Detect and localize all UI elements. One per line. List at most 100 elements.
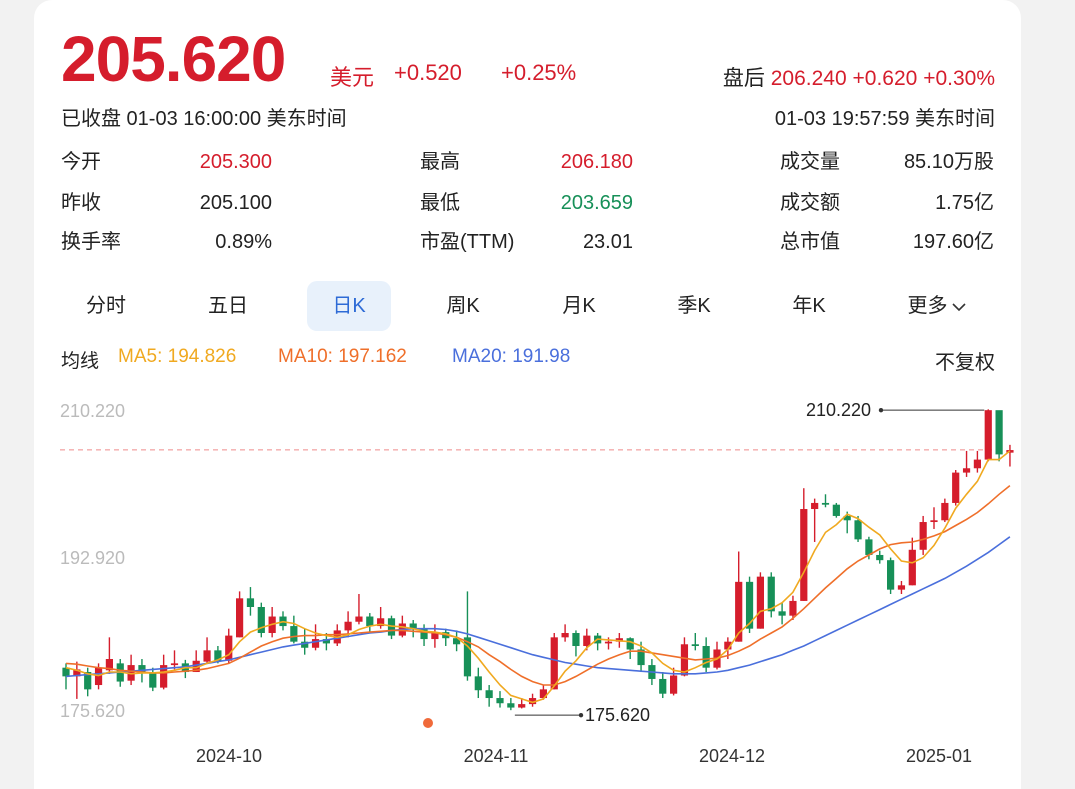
kline-chart[interactable]: 210.220 192.920 175.620 210.220 175.620 2024-… [34,0,1021,789]
y-tick-label: 192.920 [60,548,125,568]
candle-body [485,690,493,699]
price-change: +0.520 [394,60,462,85]
stat-value: 1.75亿 [935,192,994,214]
tab-5[interactable]: 季K [652,281,736,331]
price-change-pct: +0.25% [501,60,577,85]
candle-body [311,639,320,648]
candle-body [756,576,764,629]
candle-body [301,641,309,648]
stat-label: 最高 [420,151,460,173]
ma10-value: MA10: 197.162 [278,346,407,367]
event-marker-dot [423,718,433,728]
x-tick-label: 2024-12 [699,746,765,766]
candle-body [463,637,472,677]
x-tick-label: 2025-01 [906,746,972,766]
candle-body [377,618,385,627]
candle-body [691,644,699,647]
candle-body [192,660,200,673]
candle-body [680,644,689,676]
min-label: 175.620 [585,705,650,725]
candle-body [73,669,81,677]
stat-value: 205.100 [199,192,272,214]
candle-body [952,472,960,503]
candle-body [962,468,971,473]
stat-label: 昨收 [61,192,101,214]
tab-label: 五日 [208,295,248,317]
candle-body [214,650,222,661]
candle-body [290,626,298,642]
candle-body [366,616,374,627]
tab-4[interactable]: 月K [537,281,621,331]
ma20-line [65,536,1011,678]
candle-body [908,549,916,586]
period-tabs: 分时 五日 日K 周K 月K 季K 年K 更多 [51,281,1006,331]
ma5-value: MA5: 194.826 [118,346,237,367]
candle-body [670,675,678,694]
candle-body [832,504,840,516]
stat-label: 成交额 [780,192,840,214]
y-tick-label: 175.620 [60,701,125,721]
candle-body [322,639,330,644]
candle-body [474,676,482,691]
stat-label: 总市值 [780,231,840,253]
candle-body [778,611,786,616]
candle-body [865,539,873,555]
x-tick-label: 2024-11 [464,746,529,766]
stat-value: 0.89% [215,231,272,253]
candle-body [496,698,504,704]
candle-body [876,554,884,561]
candle-body [604,641,613,644]
candle-body [507,703,515,708]
candle-body [973,459,981,469]
after-hours-quote: 盘后 206.240 +0.620 +0.30% [723,62,995,92]
candle-body [995,410,1003,455]
tab-label: 周K [446,295,480,317]
tab-label: 更多 [907,295,948,317]
candle-body [257,606,265,634]
candle-body [344,621,352,631]
candle-body [355,616,363,622]
candle-body [897,585,906,590]
stat-value: 203.659 [560,192,633,214]
candle-body [637,649,645,666]
tab-0[interactable]: 分时 [64,281,148,331]
candle-body [225,635,233,661]
candle-body [767,576,775,612]
candle-body [659,678,667,694]
stat-value: 85.10万股 [903,151,994,173]
candle-body [409,623,417,630]
last-price: 205.620 [61,23,286,95]
candle-body [745,581,754,629]
tab-1[interactable]: 五日 [186,281,270,331]
candle-body [160,665,168,688]
candle-body [84,672,92,690]
candle-body [528,698,537,705]
candle-body [539,689,547,699]
tab-label: 日K [332,295,366,317]
tab-label: 年K [792,295,826,317]
stat-label: 换手率 [61,231,121,253]
tab-7[interactable]: 更多 [895,281,979,331]
candle-body [62,667,70,677]
candle-body [800,509,808,601]
tab-label: 分时 [86,295,126,317]
candle-body [572,633,580,647]
adjust-toggle[interactable]: 不复权 [935,352,995,374]
chevron-down-icon [948,295,967,317]
stat-value: 23.01 [582,231,633,253]
candle-body [735,581,743,642]
candle-body [984,410,992,460]
tab-3[interactable]: 周K [421,281,505,331]
candle-body [246,598,255,607]
candle-body [941,502,949,521]
tab-label: 季K [677,295,711,317]
candle-body [724,641,732,650]
stat-value: 205.300 [199,151,272,173]
tab-2[interactable]: 日K [307,281,391,331]
candle-body [453,638,461,645]
tab-6[interactable]: 年K [767,281,851,331]
candle-body [149,672,157,688]
candle-body [203,650,211,662]
candle-body [821,502,830,505]
candle-body [550,637,558,690]
